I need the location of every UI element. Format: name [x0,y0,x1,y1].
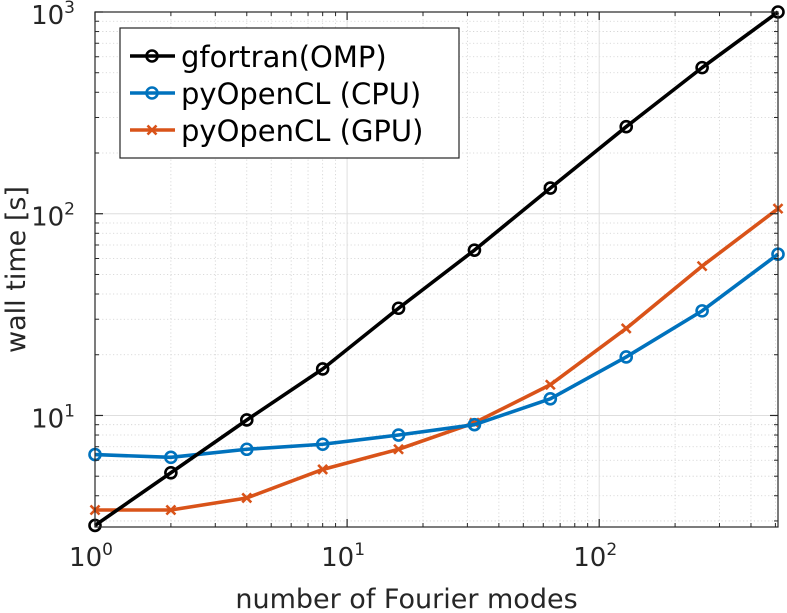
data-point [164,465,178,480]
data-point [620,323,632,334]
grid [94,11,778,527]
x-tick-label: 102 [573,540,617,573]
legend-label: pyOpenCL (CPU) [181,77,421,111]
data-point [543,181,558,195]
x-axis-label: number of Fourier modes [235,584,577,613]
data-point [239,442,254,457]
plot-frame [94,11,779,528]
data-point [543,391,558,406]
legend-label: pyOpenCL (GPU) [181,114,423,148]
y-tick-exponent: 2 [64,200,75,220]
data-point [695,304,709,318]
x-tick-base: 10 [321,543,354,573]
y-tick-label: 102 [31,200,75,233]
data-point [467,417,482,432]
legend-box [119,27,460,159]
legend: gfortran(OMP)pyOpenCL (CPU)pyOpenCL (GPU… [119,27,460,159]
series-0 [88,5,785,533]
legend-swatch-marker [145,86,159,100]
series-line [94,252,780,460]
y-tick-exponent: 3 [64,0,75,18]
series-2 [89,203,784,516]
data-point [391,301,406,316]
series-line [95,207,780,512]
x-tick-label: 100 [69,540,113,573]
data-point [619,119,634,134]
x-tick-base: 10 [69,543,102,573]
data-point [391,428,406,442]
y-axis-label: wall time [s] [1,186,32,353]
data-point [315,437,330,452]
data-point [317,464,329,475]
data-point [619,350,634,364]
series-1 [88,247,785,465]
data-point [164,450,178,465]
data-point [393,443,404,455]
legend-swatch-marker [146,124,158,136]
data-point [467,243,482,257]
x-tick-base: 10 [573,543,606,573]
y-tick-label: 103 [31,0,75,31]
data-point [165,504,177,516]
legend-swatch-marker [145,49,159,63]
y-tick-exponent: 1 [64,401,75,421]
y-tick-base: 10 [31,1,64,31]
legend-label: gfortran(OMP) [181,40,387,74]
data-point [241,492,253,504]
data-point [544,379,556,391]
data-point [695,60,709,75]
x-tick-label: 101 [321,540,365,573]
x-tick-exponent: 0 [102,540,113,560]
data-point [239,413,254,427]
data-point [696,260,708,272]
x-tick-exponent: 1 [354,540,365,560]
y-tick-label: 101 [31,401,75,434]
x-tick-exponent: 2 [606,540,617,560]
data-point [315,362,330,376]
series-line [93,10,780,527]
y-tick-base: 10 [31,404,64,434]
y-tick-base: 10 [31,203,64,233]
